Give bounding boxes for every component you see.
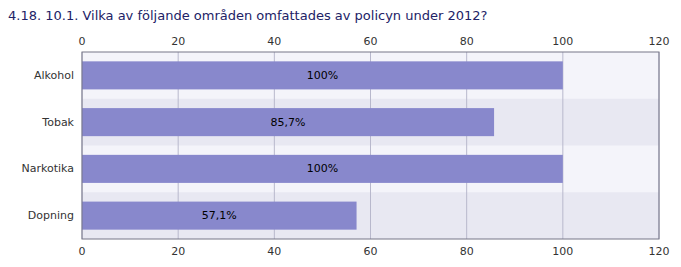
bar [82,202,357,230]
x-tick-label: 0 [79,245,86,258]
category-label: Dopning [28,209,74,222]
x-top-tick-label: 80 [460,35,474,48]
plot-frame [82,52,659,239]
plot-background [82,52,659,239]
x-tick-label: 100 [552,245,573,258]
bar [82,61,563,89]
x-top-tick-label: 60 [364,35,378,48]
x-tick-label: 60 [364,245,378,258]
x-top-tick-label: 0 [79,35,86,48]
data-label: 85,7% [271,116,306,129]
category-label: Tobak [41,116,74,129]
bars [82,61,563,229]
x-tick-label: 120 [649,245,670,258]
x-tick-label: 20 [171,245,185,258]
x-top-tick-label: 20 [171,35,185,48]
x-tick-label: 80 [460,245,474,258]
x-top-tick-label: 100 [552,35,573,48]
title: 4.18. 10.1. Vilka av följande områden om… [8,8,487,23]
x-top-tick-label: 120 [649,35,670,48]
bar [82,155,563,183]
category-label: Narkotika [22,162,75,175]
x-tick-label: 40 [267,245,281,258]
bar [82,108,494,136]
chart: 4.18. 10.1. Vilka av följande områden om… [0,0,681,267]
x-top-tick-label: 40 [267,35,281,48]
data-label: 100% [307,69,338,82]
data-label: 57,1% [202,209,237,222]
category-label: Alkohol [34,69,74,82]
data-label: 100% [307,162,338,175]
